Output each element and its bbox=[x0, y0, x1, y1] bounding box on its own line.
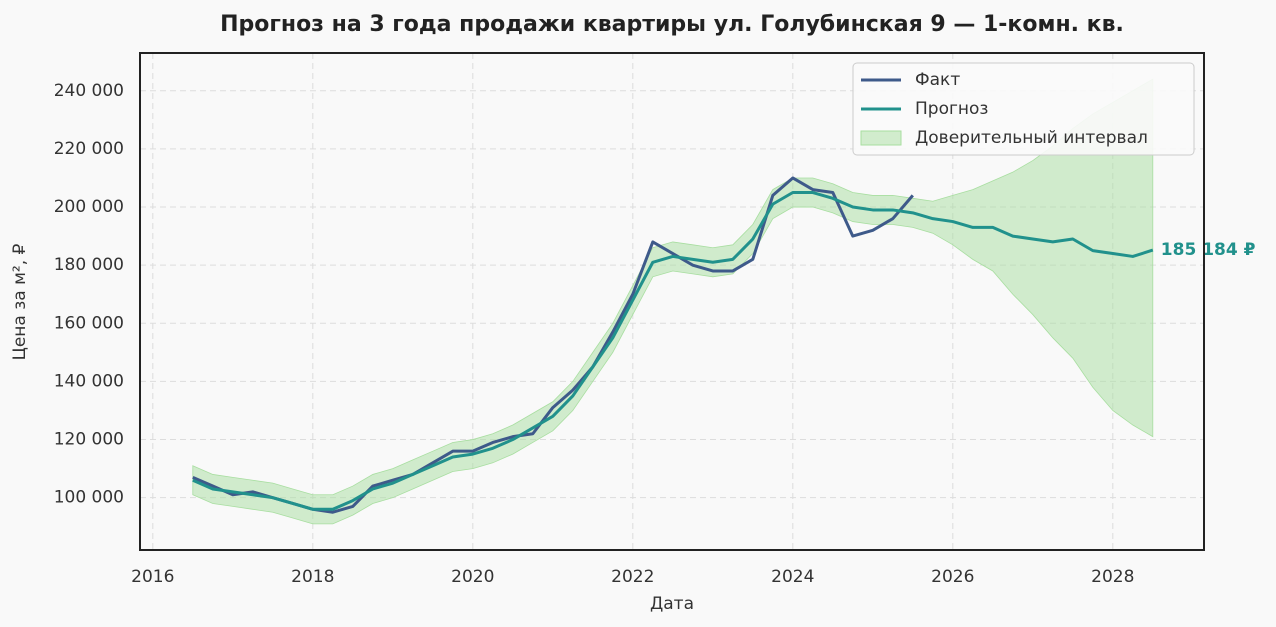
legend: Факт Прогноз Доверительный интервал bbox=[852, 62, 1195, 156]
y-tick-label: 180 000 bbox=[54, 255, 124, 275]
series-line bbox=[192, 191, 1154, 511]
y-tick-label: 160 000 bbox=[54, 313, 124, 333]
x-tick-label: 2028 bbox=[1091, 567, 1134, 587]
series-line bbox=[192, 176, 914, 514]
x-tick-label: 2026 bbox=[931, 567, 974, 587]
plot-frame bbox=[139, 52, 1205, 551]
confidence-band bbox=[192, 78, 1154, 525]
y-axis-label: Цена за м², ₽ bbox=[10, 243, 30, 360]
legend-label: Прогноз bbox=[915, 99, 988, 119]
x-tick-label: 2018 bbox=[291, 567, 334, 587]
y-tick-label: 200 000 bbox=[54, 197, 124, 217]
x-axis-label: Дата bbox=[650, 594, 694, 614]
y-tick-label: 240 000 bbox=[54, 81, 124, 101]
end-annotation: 185 184 ₽ bbox=[1161, 240, 1256, 260]
y-tick-label: 120 000 bbox=[54, 430, 124, 450]
x-tick-label: 2016 bbox=[131, 567, 174, 587]
x-tick-label: 2022 bbox=[611, 567, 654, 587]
x-tick-label: 2024 bbox=[771, 567, 814, 587]
legend-swatch bbox=[860, 130, 902, 146]
x-tick-label: 2020 bbox=[451, 567, 494, 587]
y-tick-label: 100 000 bbox=[54, 488, 124, 508]
legend-box bbox=[852, 62, 1195, 156]
y-tick-label: 220 000 bbox=[54, 139, 124, 159]
legend-label: Доверительный интервал bbox=[915, 128, 1148, 148]
y-tick-label: 140 000 bbox=[54, 371, 124, 391]
chart-title: Прогноз на 3 года продажи квартиры ул. Г… bbox=[220, 12, 1124, 37]
legend-label: Факт bbox=[915, 70, 960, 90]
